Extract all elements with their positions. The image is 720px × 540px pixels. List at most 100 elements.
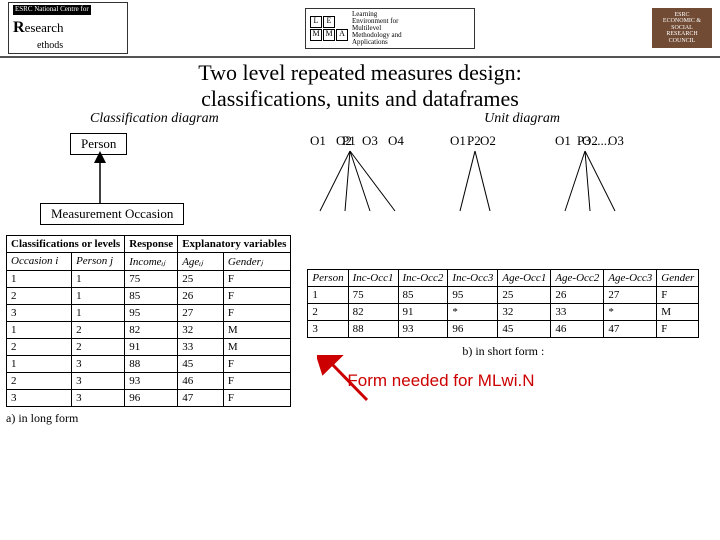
cell: 2: [7, 338, 72, 355]
cell: 1: [308, 286, 348, 303]
cell: 82: [125, 321, 178, 338]
cell: 75: [348, 286, 398, 303]
cell: F: [223, 304, 290, 321]
cell: 27: [178, 304, 224, 321]
cell: 85: [398, 286, 448, 303]
title-line1: Two level repeated measures design:: [198, 60, 521, 85]
cell: 1: [7, 321, 72, 338]
cell: 96: [448, 320, 498, 337]
cell: 1: [72, 304, 125, 321]
cell: 3: [308, 320, 348, 337]
header-bar: ESRC National Centre for R esearch ethod…: [0, 0, 720, 58]
th: Inc-Occ1: [348, 269, 398, 286]
cell: F: [223, 389, 290, 406]
caption-a: a) in long form: [6, 411, 291, 426]
th: Gender: [657, 269, 699, 286]
table-row: 117525F: [7, 270, 291, 287]
table-row: 28291*3233*M: [308, 303, 699, 320]
table-row: 229133M: [7, 338, 291, 355]
cell: 85: [125, 287, 178, 304]
cell: 47: [604, 320, 657, 337]
th: Explanatory variables: [178, 235, 291, 252]
cell: 33: [551, 303, 604, 320]
page-title: Two level repeated measures design: clas…: [0, 60, 720, 111]
table-row: 138845F: [7, 355, 291, 372]
sub-left: Classification diagram: [90, 111, 219, 127]
cell: M: [223, 338, 290, 355]
cell: 25: [178, 270, 224, 287]
cell: M: [223, 321, 290, 338]
cell: 3: [72, 372, 125, 389]
o9: O3: [608, 133, 624, 149]
ncrm-logo: ESRC National Centre for R esearch ethod…: [8, 2, 128, 54]
th: Ageᵢⱼ: [178, 252, 224, 270]
subtitles: Classification diagram Unit diagram: [90, 111, 680, 127]
class-arrow: [0, 133, 300, 233]
table-row: 128232M: [7, 321, 291, 338]
ncrm-top: ESRC National Centre for: [13, 5, 91, 15]
cell: 3: [7, 304, 72, 321]
table-long-form: Classifications or levels Response Expla…: [6, 235, 291, 407]
table-short-form: PersonInc-Occ1Inc-Occ2Inc-Occ3Age-Occ1Ag…: [307, 269, 699, 338]
cell: 93: [398, 320, 448, 337]
esrc-logo: ESRC ECONOMIC & SOCIAL RESEARCH COUNCIL: [652, 8, 712, 48]
th: Age-Occ3: [604, 269, 657, 286]
cell: *: [448, 303, 498, 320]
lemma-logo: L E M M A Learning Environment for Multi…: [305, 8, 475, 49]
cell: 91: [125, 338, 178, 355]
cell: 2: [7, 372, 72, 389]
cell: 3: [7, 389, 72, 406]
red-arrow: [317, 355, 377, 405]
cell: 25: [498, 286, 551, 303]
table-row: Occasion i Person j Incomeᵢⱼ Ageᵢⱼ Gende…: [7, 252, 291, 270]
cell: F: [223, 355, 290, 372]
cell: 1: [7, 270, 72, 287]
th: Age-Occ1: [498, 269, 551, 286]
table-row: 218526F: [7, 287, 291, 304]
table-b-wrap: PersonInc-Occ1Inc-Occ2Inc-Occ3Age-Occ1Ag…: [307, 269, 699, 426]
table-row: 239346F: [7, 372, 291, 389]
cell: 88: [348, 320, 398, 337]
ncrm-word: esearch: [25, 21, 64, 35]
sub-right: Unit diagram: [484, 111, 560, 127]
cell: 1: [72, 270, 125, 287]
o6: O2: [480, 133, 496, 149]
o5: O1: [450, 133, 466, 149]
cell: F: [657, 320, 699, 337]
unit-lines: [300, 133, 700, 233]
unit-diagram: P1 P2 P3 ..... O1 O2 O3 O4 O1 O2 O1 O2 O…: [300, 133, 700, 233]
o1: O1: [310, 133, 326, 149]
cell: F: [223, 287, 290, 304]
cell: 45: [498, 320, 551, 337]
cell: 2: [72, 321, 125, 338]
cell: 95: [125, 304, 178, 321]
cell: 27: [604, 286, 657, 303]
cell: M: [657, 303, 699, 320]
cell: F: [223, 372, 290, 389]
table-row: 1758595252627F: [308, 286, 699, 303]
cell: F: [657, 286, 699, 303]
th: Person: [308, 269, 348, 286]
th: Incomeᵢⱼ: [125, 252, 178, 270]
cell: 26: [178, 287, 224, 304]
cell: 32: [498, 303, 551, 320]
cell: 2: [7, 287, 72, 304]
cell: 75: [125, 270, 178, 287]
o4: O4: [388, 133, 404, 149]
cell: 32: [178, 321, 224, 338]
cell: 46: [178, 372, 224, 389]
cell: 95: [448, 286, 498, 303]
th: Age-Occ2: [551, 269, 604, 286]
cell: F: [223, 270, 290, 287]
cell: 2: [72, 338, 125, 355]
ncrm-sub: ethods: [37, 40, 63, 51]
th: Response: [125, 235, 178, 252]
cell: 91: [398, 303, 448, 320]
cell: 47: [178, 389, 224, 406]
th: Inc-Occ2: [398, 269, 448, 286]
tables-row: Classifications or levels Response Expla…: [0, 235, 720, 426]
title-line2: classifications, units and dataframes: [201, 86, 519, 111]
th: Inc-Occ3: [448, 269, 498, 286]
th: Occasion i: [7, 252, 72, 270]
cell: 2: [308, 303, 348, 320]
